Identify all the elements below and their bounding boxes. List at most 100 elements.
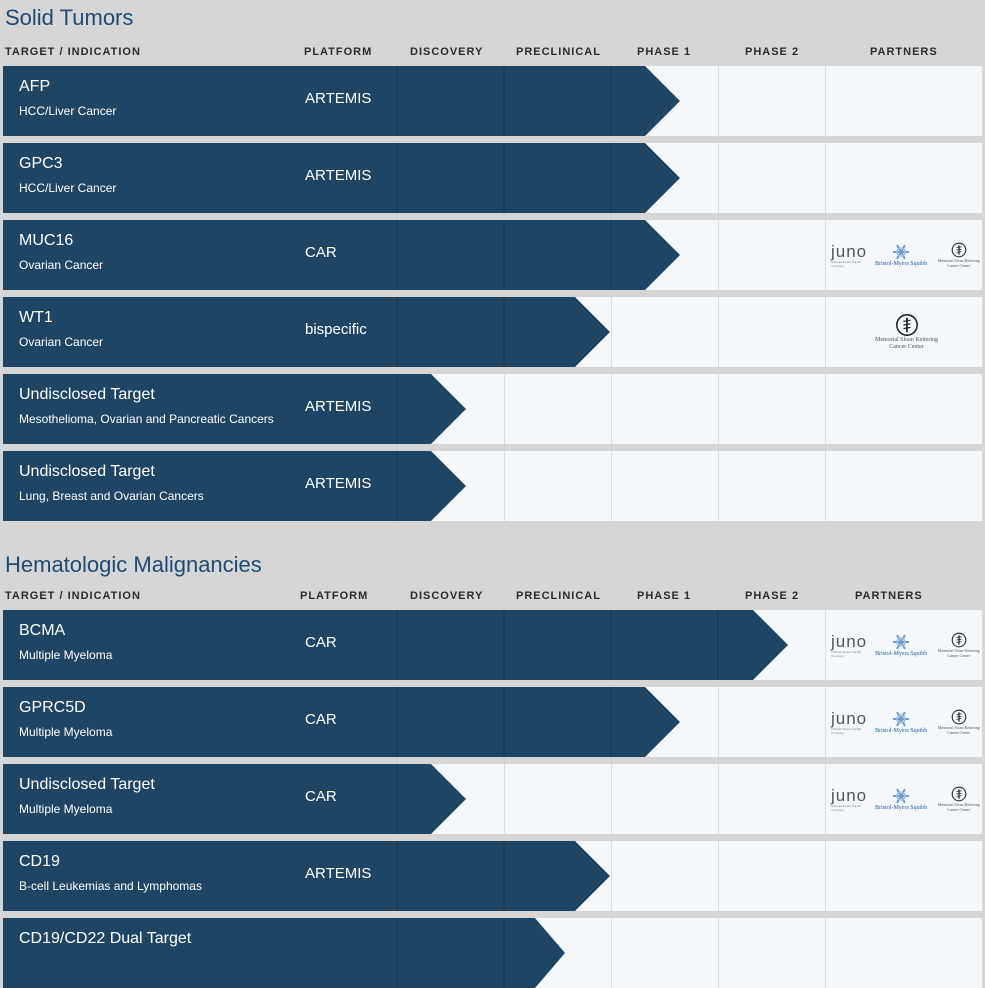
cell-divider [718, 297, 719, 367]
target-name: AFP [19, 78, 51, 95]
column-header: PARTNERS [855, 590, 923, 602]
msk-wordmark: Memorial Sloan Kettering Cancer Center [937, 258, 980, 268]
progress-arrow [3, 610, 788, 680]
partners-cell: juno A Bristol Myers Squibb Company Bristo… [831, 764, 982, 834]
partners-cell [831, 374, 982, 444]
msk-emblem-icon [951, 786, 966, 802]
bms-wordmark: Bristol-Myers Squibb [875, 261, 928, 267]
target-name: Undisclosed Target [19, 386, 155, 403]
platform-label: CAR [305, 634, 337, 651]
target-name: CD19 [19, 853, 60, 870]
msk-emblem-icon [895, 314, 918, 336]
juno-subtitle: A Bristol Myers Squibb Company [831, 649, 862, 658]
pipeline-row: CD19 B-cell Leukemias and Lymphomas ARTEMI… [3, 841, 982, 911]
juno-wordmark: juno [831, 241, 868, 261]
partners-cell: juno A Bristol Myers Squibb Company Bristo… [831, 687, 982, 757]
column-header: PHASE 1 [637, 46, 692, 58]
cell-divider [718, 374, 719, 444]
msk-logo: Memorial Sloan Kettering Cancer Center [935, 632, 982, 658]
cell-divider [718, 66, 719, 136]
platform-label: CAR [305, 711, 337, 728]
cell-divider [611, 918, 612, 988]
pipeline-row: AFP HCC/Liver Cancer ARTEMIS [3, 66, 982, 136]
juno-wordmark: juno [831, 631, 868, 651]
target-name: Undisclosed Target [19, 776, 155, 793]
bms-logo: Bristol-Myers Squibb [875, 633, 927, 657]
cell-divider [611, 297, 612, 367]
platform-label: ARTEMIS [305, 398, 372, 415]
target-name: CD19/CD22 Dual Target [19, 930, 192, 947]
progress-arrow [3, 297, 610, 367]
target-name: GPRC5D [19, 699, 86, 716]
juno-subtitle: A Bristol Myers Squibb Company [831, 803, 862, 812]
progress-arrow [3, 143, 680, 213]
cell-divider [718, 764, 719, 834]
juno-wordmark: juno [831, 785, 868, 805]
bms-wordmark: Bristol-Myers Squibb [875, 805, 928, 811]
cell-divider [718, 143, 719, 213]
section-title: Hematologic Malignancies [5, 552, 262, 577]
progress-arrow [3, 841, 610, 911]
platform-label: ARTEMIS [305, 90, 372, 107]
cell-divider [504, 764, 505, 834]
partners-cell [831, 451, 982, 521]
partners-cell: Memorial Sloan Kettering Cancer Center [831, 297, 982, 367]
cell-divider [504, 374, 505, 444]
cell-divider [825, 66, 826, 136]
cell-divider [825, 841, 826, 911]
msk-emblem-icon [951, 709, 966, 725]
platform-label: bispecific [305, 321, 367, 338]
msk-logo: Memorial Sloan Kettering Cancer Center [935, 709, 982, 735]
cell-divider [825, 374, 826, 444]
partners-cell [831, 143, 982, 213]
target-name: BCMA [19, 622, 66, 639]
partners-cell: juno A Bristol Myers Squibb Company Bristo… [831, 610, 982, 680]
partners-cell [831, 918, 982, 988]
indication-text: B-cell Leukemias and Lymphomas [19, 879, 202, 893]
column-header: PARTNERS [870, 46, 938, 58]
cell-divider [611, 451, 612, 521]
column-header: PHASE 2 [745, 46, 800, 58]
msk-logo: Memorial Sloan Kettering Cancer Center [935, 786, 982, 812]
cell-divider [825, 143, 826, 213]
progress-arrow [3, 687, 680, 757]
bms-star-icon [893, 788, 910, 804]
target-name: GPC3 [19, 155, 63, 172]
bms-wordmark: Bristol-Myers Squibb [875, 651, 928, 657]
juno-logo: juno A Bristol Myers Squibb Company [831, 633, 867, 658]
column-header: PLATFORM [304, 46, 373, 58]
bms-logo: Bristol-Myers Squibb [875, 243, 927, 267]
indication-text: Ovarian Cancer [19, 258, 104, 272]
cell-divider [825, 918, 826, 988]
pipeline-row: CD19/CD22 Dual Target [3, 918, 982, 988]
cell-divider [718, 687, 719, 757]
target-name: Undisclosed Target [19, 463, 155, 480]
msk-logo: Memorial Sloan Kettering Cancer Center [935, 242, 982, 268]
pipeline-row: WT1 Ovarian Cancer bispecific Memorial Sloa… [3, 297, 982, 367]
pipeline-row: MUC16 Ovarian Cancer CAR juno A Bristol Myer… [3, 220, 982, 290]
juno-wordmark: juno [831, 708, 868, 728]
msk-wordmark-line1: Memorial Sloan Kettering [875, 337, 938, 343]
cell-divider [718, 220, 719, 290]
target-name: WT1 [19, 309, 53, 326]
column-header: DISCOVERY [410, 590, 484, 602]
column-header: PRECLINICAL [516, 46, 601, 58]
platform-label: CAR [305, 788, 337, 805]
section-title: Solid Tumors [5, 5, 134, 30]
cell-divider [718, 841, 719, 911]
cell-divider [825, 220, 826, 290]
column-header: PRECLINICAL [516, 590, 601, 602]
indication-text: Mesothelioma, Ovarian and Pancreatic Can… [19, 412, 274, 426]
msk-wordmark: Memorial Sloan Kettering Cancer Center [937, 648, 980, 658]
platform-label: ARTEMIS [305, 167, 372, 184]
juno-logo: juno A Bristol Myers Squibb Company [831, 787, 867, 812]
cell-divider [825, 297, 826, 367]
partners-cell: juno A Bristol Myers Squibb Company Bristo… [831, 220, 982, 290]
cell-divider [611, 764, 612, 834]
platform-label: ARTEMIS [305, 475, 372, 492]
bms-logo: Bristol-Myers Squibb [875, 787, 927, 811]
juno-subtitle: A Bristol Myers Squibb Company [831, 726, 862, 735]
juno-logo: juno A Bristol Myers Squibb Company [831, 710, 867, 735]
cell-divider [718, 451, 719, 521]
progress-arrow [3, 374, 466, 444]
